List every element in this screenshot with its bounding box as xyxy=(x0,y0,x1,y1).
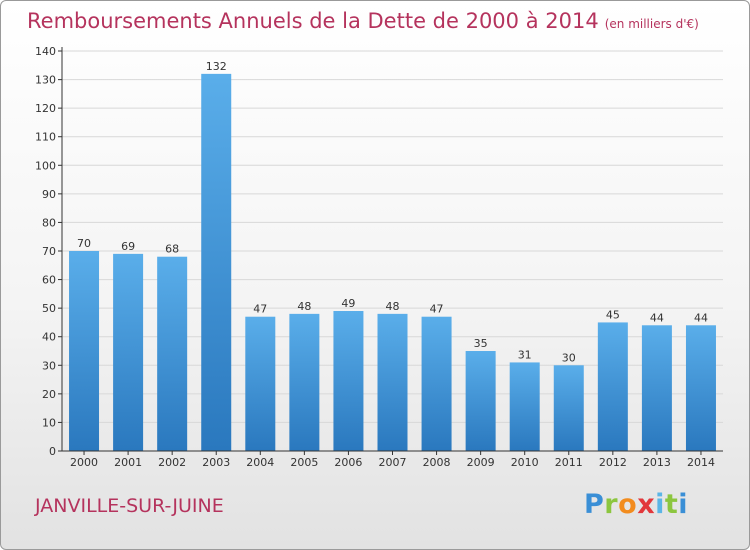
y-tick-label: 120 xyxy=(35,102,56,115)
bar xyxy=(377,313,408,451)
y-tick-label: 70 xyxy=(42,245,56,258)
y-tick-label: 30 xyxy=(42,359,56,372)
x-tick-label: 2009 xyxy=(467,456,495,469)
y-tick-label: 50 xyxy=(42,302,56,315)
proxiti-logo: Proxiti xyxy=(584,489,688,520)
bar xyxy=(201,73,232,451)
x-tick-label: 2001 xyxy=(114,456,142,469)
bar xyxy=(333,311,364,451)
y-tick-label: 110 xyxy=(35,131,56,144)
bar xyxy=(421,316,452,451)
x-tick-label: 2012 xyxy=(599,456,627,469)
logo-letter: o xyxy=(618,489,638,520)
data-label: 45 xyxy=(606,308,620,321)
bar xyxy=(157,256,188,451)
logo-letter: x xyxy=(637,489,656,520)
x-tick-label: 2005 xyxy=(290,456,318,469)
x-tick-label: 2004 xyxy=(246,456,274,469)
logo-letter: i xyxy=(678,489,689,520)
bar xyxy=(509,362,540,451)
x-tick-label: 2014 xyxy=(687,456,715,469)
x-tick-label: 2006 xyxy=(334,456,362,469)
x-tick-label: 2007 xyxy=(379,456,407,469)
y-tick-label: 130 xyxy=(35,74,56,87)
y-tick-label: 140 xyxy=(35,45,56,58)
bar xyxy=(465,351,496,451)
data-label: 132 xyxy=(206,60,227,73)
logo-letter: t xyxy=(664,489,679,520)
x-tick-label: 2008 xyxy=(423,456,451,469)
data-label: 48 xyxy=(386,300,400,313)
data-label: 69 xyxy=(121,240,135,253)
data-label: 70 xyxy=(77,237,91,250)
data-label: 44 xyxy=(694,311,708,324)
data-label: 31 xyxy=(518,348,532,361)
y-tick-label: 90 xyxy=(42,188,56,201)
bar xyxy=(685,325,716,451)
logo-letter: P xyxy=(584,489,605,520)
y-tick-label: 100 xyxy=(35,159,56,172)
logo-letter: r xyxy=(604,489,619,520)
data-label: 49 xyxy=(341,297,355,310)
y-tick-label: 40 xyxy=(42,331,56,344)
title-unit: (en milliers d'€) xyxy=(604,17,699,31)
data-label: 48 xyxy=(297,300,311,313)
bar xyxy=(113,253,144,451)
data-label: 44 xyxy=(650,311,664,324)
data-label: 30 xyxy=(562,351,576,364)
data-label: 68 xyxy=(165,243,179,256)
chart-title: Remboursements Annuels de la Dette de 20… xyxy=(27,9,699,33)
bar xyxy=(641,325,672,451)
city-name: JANVILLE-SUR-JUINE xyxy=(35,495,224,517)
bar xyxy=(553,365,584,451)
x-tick-label: 2010 xyxy=(511,456,539,469)
data-label: 35 xyxy=(474,337,488,350)
x-tick-label: 2013 xyxy=(643,456,671,469)
x-tick-label: 2002 xyxy=(158,456,186,469)
x-tick-label: 2003 xyxy=(202,456,230,469)
bar xyxy=(289,313,320,451)
logo-letter: i xyxy=(655,489,665,520)
x-tick-label: 2011 xyxy=(555,456,583,469)
y-tick-label: 80 xyxy=(42,216,56,229)
title-text: Remboursements Annuels de la Dette de 20… xyxy=(27,9,599,33)
y-tick-label: 60 xyxy=(42,274,56,287)
y-tick-label: 20 xyxy=(42,388,56,401)
bar xyxy=(597,322,628,451)
y-tick-label: 10 xyxy=(42,416,56,429)
bar xyxy=(69,251,100,451)
data-label: 47 xyxy=(430,303,444,316)
data-label: 47 xyxy=(253,303,267,316)
bar xyxy=(245,316,276,451)
x-tick-label: 2000 xyxy=(70,456,98,469)
y-tick-label: 0 xyxy=(49,445,56,458)
